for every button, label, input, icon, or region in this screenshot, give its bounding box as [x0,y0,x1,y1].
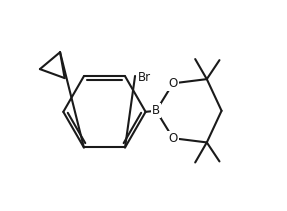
Text: O: O [168,77,178,90]
Text: Br: Br [137,70,151,84]
Text: B: B [152,104,160,117]
Text: O: O [168,132,178,145]
